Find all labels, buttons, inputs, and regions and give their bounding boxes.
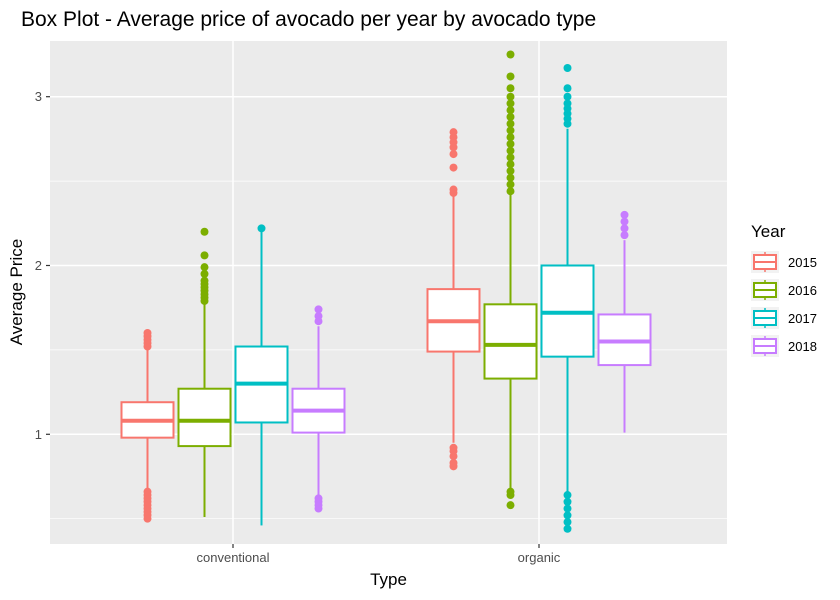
- outlier-point: [563, 84, 572, 93]
- outlier-point: [563, 504, 572, 513]
- box-organic-2015: [426, 128, 481, 471]
- box-conventional-2016: [177, 227, 232, 517]
- x-tick-label: organic: [518, 550, 561, 565]
- box-conventional-2017: [234, 224, 289, 526]
- box-body: [177, 387, 232, 448]
- outlier-point: [563, 511, 572, 520]
- y-tick-label: 1: [35, 427, 42, 442]
- outlier-point: [506, 92, 515, 101]
- outlier-point: [506, 146, 515, 155]
- outlier-point: [563, 491, 572, 500]
- x-axis-title: Type: [370, 570, 407, 589]
- outlier-point: [506, 166, 515, 175]
- box-conventional-2018: [291, 305, 346, 513]
- legend-item-2018: 2018: [751, 335, 817, 357]
- outlier-point: [314, 494, 323, 503]
- legend-label: 2018: [788, 339, 817, 354]
- outlier-point: [200, 227, 209, 236]
- y-tick-label: 2: [35, 258, 42, 273]
- outlier-point: [563, 524, 572, 533]
- outlier-point: [620, 231, 629, 240]
- outlier-point: [506, 133, 515, 142]
- outlier-point: [257, 224, 266, 233]
- outlier-point: [506, 487, 515, 496]
- outlier-point: [143, 329, 152, 338]
- outlier-point: [506, 180, 515, 189]
- outlier-point: [200, 263, 209, 272]
- outlier-point: [506, 50, 515, 59]
- outlier-point: [449, 185, 458, 194]
- outlier-point: [200, 269, 209, 278]
- box-series: [120, 50, 652, 533]
- outlier-point: [449, 128, 458, 137]
- outlier-point: [506, 173, 515, 182]
- outlier-point: [314, 305, 323, 314]
- axes: 1 2 3 conventional organic: [35, 89, 561, 565]
- box-organic-2016: [483, 50, 538, 510]
- outlier-point: [506, 139, 515, 148]
- outlier-point: [563, 64, 572, 73]
- y-axis-title: Average Price: [7, 239, 26, 345]
- outlier-point: [620, 210, 629, 219]
- outlier-point: [314, 312, 323, 321]
- outlier-point: [506, 72, 515, 81]
- legend-label: 2016: [788, 283, 817, 298]
- y-tick-label: 3: [35, 89, 42, 104]
- outlier-point: [506, 119, 515, 128]
- chart-title: Box Plot - Average price of avocado per …: [21, 8, 596, 31]
- outlier-point: [506, 126, 515, 135]
- legend-item-2016: 2016: [751, 279, 817, 301]
- outlier-point: [506, 160, 515, 169]
- plot-panel: [50, 41, 727, 544]
- outlier-point: [200, 276, 209, 285]
- outlier-point: [506, 84, 515, 93]
- legend-item-2017: 2017: [751, 307, 817, 329]
- legend: Year 2015 2016 2017 2018: [751, 222, 817, 357]
- outlier-point: [449, 150, 458, 159]
- legend-item-2015: 2015: [751, 251, 817, 273]
- outlier-point: [620, 217, 629, 226]
- outlier-point: [563, 497, 572, 506]
- outlier-point: [506, 112, 515, 121]
- outlier-point: [143, 487, 152, 496]
- outlier-point: [449, 443, 458, 452]
- outlier-point: [506, 501, 515, 510]
- outlier-point: [449, 163, 458, 172]
- box-conventional-2015: [120, 329, 175, 523]
- outlier-point: [620, 224, 629, 233]
- legend-label: 2017: [788, 311, 817, 326]
- outlier-point: [563, 99, 572, 108]
- box-organic-2018: [597, 210, 652, 433]
- outlier-point: [563, 518, 572, 527]
- outlier-point: [449, 458, 458, 467]
- box-body: [483, 303, 538, 380]
- box-organic-2017: [540, 64, 595, 533]
- outlier-point: [506, 187, 515, 196]
- outlier-point: [506, 153, 515, 162]
- outlier-point: [506, 106, 515, 115]
- outlier-point: [506, 99, 515, 108]
- outlier-point: [200, 251, 209, 260]
- outlier-point: [563, 92, 572, 101]
- legend-title: Year: [751, 222, 786, 241]
- x-tick-label: conventional: [197, 550, 270, 565]
- legend-label: 2015: [788, 255, 817, 270]
